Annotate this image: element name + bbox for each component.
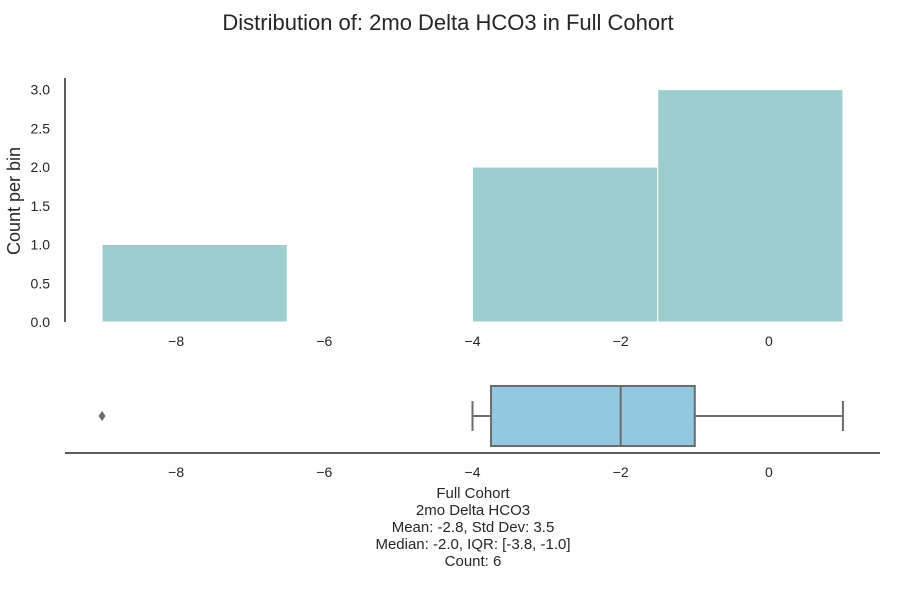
y-tick-label: 1.5 <box>31 198 51 214</box>
y-axis-label: Count per bin <box>4 147 24 255</box>
box-outlier-point <box>98 411 106 421</box>
box-x-tick-label: −4 <box>465 464 481 480</box>
y-tick-label: 3.0 <box>31 82 51 98</box>
stats-line-cohort: Full Cohort <box>436 485 510 502</box>
y-tick-label: 0.5 <box>31 275 51 291</box>
hist-x-tick-label: 0 <box>765 333 773 349</box>
stats-line-count: Count: 6 <box>445 553 502 570</box>
y-tick-label: 1.0 <box>31 237 51 253</box>
stats-line-mean: Mean: -2.8, Std Dev: 3.5 <box>392 519 555 536</box>
stats-line-median: Median: -2.0, IQR: [-3.8, -1.0] <box>375 536 570 553</box>
y-tick-label: 2.5 <box>31 120 51 136</box>
histogram: 0.0 0.5 1.0 1.5 2.0 2.5 3.0 −8 −6 −4 −2 0 <box>31 78 844 349</box>
boxplot: −8 −6 −4 −2 0 <box>65 385 880 480</box>
box-x-tick-label: 0 <box>765 464 773 480</box>
hist-x-tick-label: −8 <box>168 333 184 349</box>
y-tick-label: 2.0 <box>31 159 51 175</box>
box-x-tick-label: −2 <box>613 464 629 480</box>
box-x-tick-label: −6 <box>316 464 332 480</box>
hist-x-tick-label: −6 <box>316 333 332 349</box>
y-tick-label: 0.0 <box>31 314 51 330</box>
hist-x-tick-label: −4 <box>465 333 481 349</box>
hist-x-tick-label: −2 <box>613 333 629 349</box>
stats-line-variable: 2mo Delta HCO3 <box>416 502 530 519</box>
histogram-bar <box>657 89 844 323</box>
histogram-bar <box>472 166 659 323</box>
box-x-tick-label: −8 <box>168 464 184 480</box>
chart-title: Distribution of: 2mo Delta HCO3 in Full … <box>222 10 673 35</box>
histogram-bar <box>101 244 288 323</box>
box-iqr <box>490 385 696 447</box>
